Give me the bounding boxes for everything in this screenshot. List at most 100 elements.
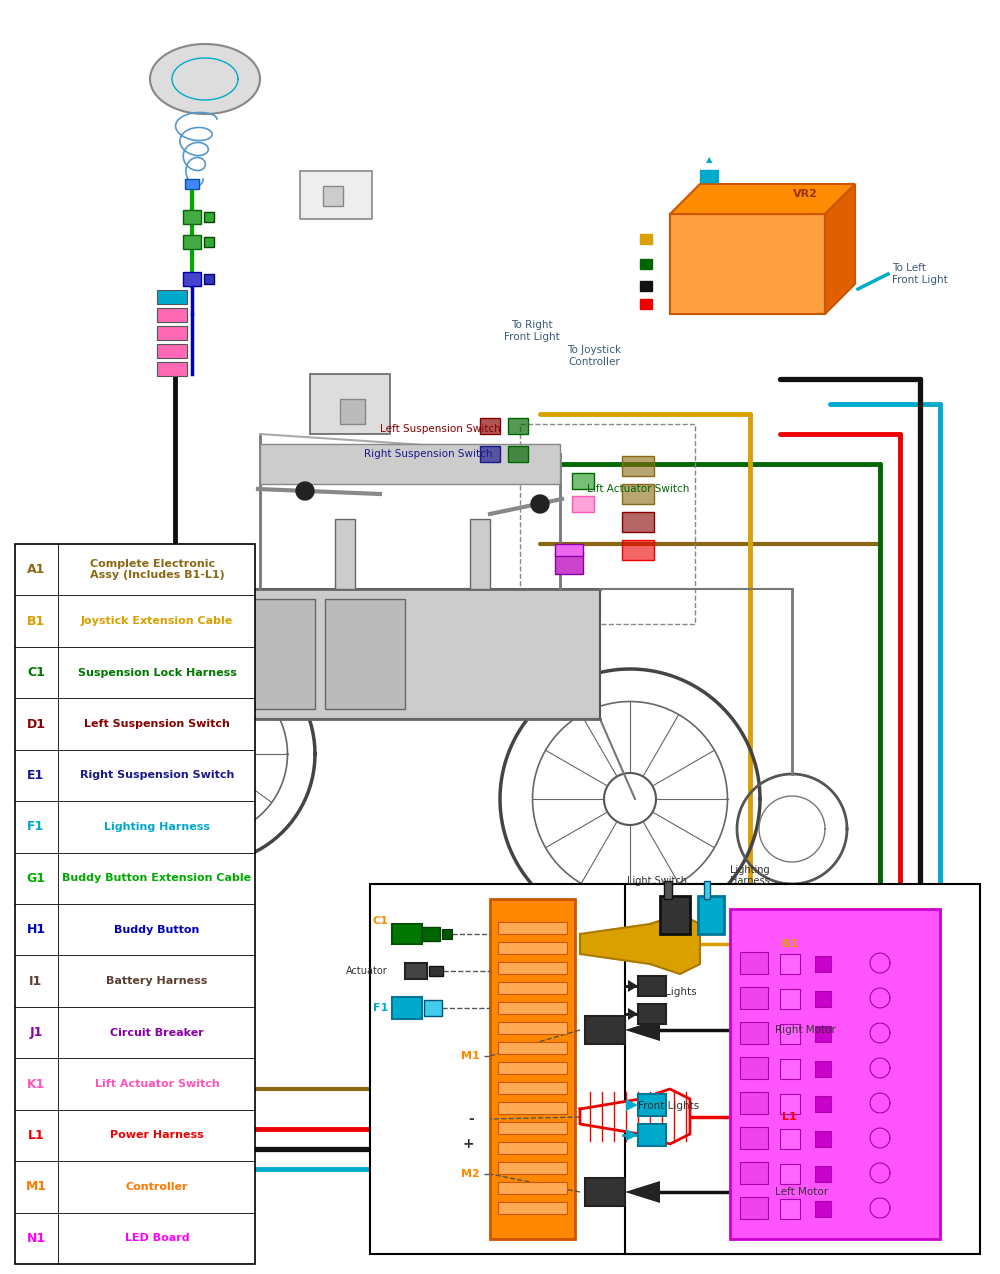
- Text: LED Board: LED Board: [125, 1233, 189, 1243]
- Bar: [622, 484, 654, 505]
- Text: Rear Lights: Rear Lights: [638, 987, 697, 998]
- Text: A1: A1: [27, 563, 45, 576]
- Bar: [638, 976, 666, 996]
- Bar: [260, 445, 560, 484]
- Bar: [638, 1004, 666, 1024]
- Bar: [508, 418, 528, 434]
- Polygon shape: [825, 183, 855, 313]
- Text: E1: E1: [27, 769, 45, 782]
- Bar: [429, 966, 443, 976]
- Bar: [490, 899, 575, 1240]
- Text: -: -: [468, 1112, 474, 1126]
- Bar: [638, 1094, 666, 1116]
- Polygon shape: [296, 482, 314, 499]
- Bar: [740, 1198, 768, 1219]
- Bar: [470, 519, 490, 589]
- Bar: [585, 1015, 625, 1043]
- Text: Light Switch: Light Switch: [627, 877, 687, 885]
- Text: To Right
Front Light: To Right Front Light: [504, 320, 560, 341]
- Bar: [740, 1162, 768, 1184]
- Bar: [622, 512, 654, 533]
- Polygon shape: [628, 980, 638, 992]
- Text: M2: M2: [461, 1170, 480, 1178]
- Bar: [498, 1082, 567, 1094]
- Bar: [740, 1057, 768, 1079]
- Bar: [220, 589, 600, 719]
- Bar: [300, 171, 372, 219]
- Bar: [498, 1182, 567, 1194]
- Bar: [740, 1127, 768, 1149]
- Bar: [157, 326, 187, 340]
- Bar: [157, 290, 187, 304]
- Text: Right Motor: Right Motor: [775, 1026, 836, 1034]
- Bar: [498, 1162, 567, 1175]
- Text: Buddy Button: Buddy Button: [114, 925, 200, 935]
- Text: Lighting
Harness: Lighting Harness: [730, 865, 770, 885]
- Text: J1: J1: [29, 1026, 43, 1040]
- Polygon shape: [670, 214, 825, 313]
- Text: M1: M1: [25, 1180, 47, 1194]
- Text: Circuit Breaker: Circuit Breaker: [110, 1028, 204, 1037]
- Bar: [392, 924, 422, 944]
- Text: L1: L1: [28, 1129, 44, 1142]
- Bar: [424, 1000, 442, 1015]
- Text: Power Harness: Power Harness: [110, 1130, 204, 1140]
- Text: Right Suspension Switch: Right Suspension Switch: [80, 771, 234, 781]
- Bar: [640, 259, 652, 269]
- Bar: [555, 544, 583, 555]
- Bar: [498, 922, 567, 934]
- Polygon shape: [580, 913, 700, 975]
- Polygon shape: [150, 45, 260, 113]
- Bar: [780, 1199, 800, 1219]
- Bar: [780, 1024, 800, 1043]
- Bar: [498, 1142, 567, 1154]
- Text: Left Suspension Switch: Left Suspension Switch: [84, 719, 230, 729]
- Bar: [815, 1026, 831, 1042]
- Polygon shape: [670, 183, 855, 214]
- Bar: [660, 896, 690, 934]
- Polygon shape: [626, 1129, 638, 1142]
- Bar: [498, 1042, 567, 1054]
- Bar: [780, 1059, 800, 1079]
- Bar: [204, 237, 214, 247]
- Text: F1: F1: [27, 820, 45, 833]
- Bar: [480, 446, 500, 462]
- Bar: [235, 599, 315, 710]
- Polygon shape: [626, 1099, 638, 1111]
- Text: Buddy Button Extension Cable: Buddy Button Extension Cable: [62, 873, 252, 883]
- Bar: [183, 234, 201, 248]
- Bar: [498, 1063, 567, 1074]
- Text: Actuator: Actuator: [346, 966, 388, 976]
- Bar: [640, 282, 652, 290]
- Bar: [704, 882, 710, 899]
- Bar: [638, 1124, 666, 1147]
- Text: Right Suspension Switch: Right Suspension Switch: [364, 448, 492, 459]
- Bar: [664, 882, 672, 899]
- Bar: [780, 1164, 800, 1184]
- Bar: [815, 1131, 831, 1147]
- Text: N1: N1: [26, 1232, 46, 1245]
- Bar: [498, 1001, 567, 1014]
- Bar: [325, 599, 405, 710]
- Text: C1: C1: [372, 916, 388, 926]
- Text: Controller: Controller: [126, 1182, 188, 1192]
- Text: +: +: [462, 1136, 474, 1150]
- Bar: [520, 424, 695, 624]
- Text: D1: D1: [26, 717, 46, 730]
- Bar: [740, 1022, 768, 1043]
- Text: Battery Harness: Battery Harness: [106, 976, 208, 986]
- Bar: [815, 991, 831, 1006]
- Text: B1: B1: [782, 939, 798, 949]
- Polygon shape: [531, 496, 549, 513]
- Bar: [335, 519, 355, 589]
- Bar: [498, 962, 567, 975]
- Bar: [185, 180, 199, 189]
- Bar: [405, 963, 427, 978]
- Text: To Joystick
Controller: To Joystick Controller: [567, 345, 621, 367]
- Bar: [780, 1094, 800, 1113]
- Bar: [572, 473, 594, 489]
- Text: M1: M1: [461, 1051, 480, 1061]
- Bar: [740, 987, 768, 1009]
- Text: F1: F1: [373, 1003, 388, 1013]
- Text: L1: L1: [782, 1112, 797, 1122]
